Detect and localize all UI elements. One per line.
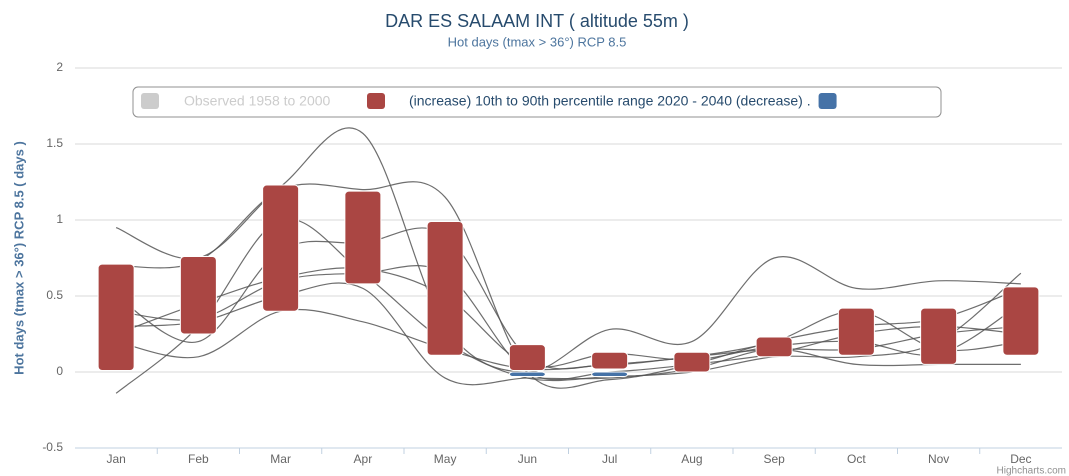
range-bar (426, 221, 464, 356)
legend-box (132, 86, 942, 118)
x-tick-label: Aug (681, 452, 702, 466)
x-tick-label: Jul (602, 452, 617, 466)
credit: Highcharts.com (997, 466, 1066, 476)
x-tick-label: May (434, 452, 457, 466)
range-bar (755, 336, 793, 358)
model-line (115, 218, 1022, 394)
legend-swatch (141, 93, 159, 109)
x-tick-label: Feb (188, 452, 209, 466)
x-tick-label: Jun (518, 452, 537, 466)
y-tick-label: 1 (56, 212, 63, 226)
x-tick-label: Sep (763, 452, 785, 466)
range-bar (920, 307, 958, 365)
range-bar (837, 307, 875, 356)
x-tick-label: Apr (354, 452, 373, 466)
y-tick-label: 2 (56, 60, 63, 74)
model-line (116, 308, 1021, 371)
y-tick-label: 0.5 (46, 288, 63, 302)
range-bar (262, 184, 300, 312)
decrease-bar (508, 371, 546, 378)
range-bar (508, 344, 546, 371)
range-bar (179, 255, 217, 335)
legend-swatch (818, 93, 837, 109)
legend-label: (increase) 10th to 90th percentile range… (409, 93, 811, 109)
y-axis-label: Hot days (tmax > 36°) RCP 8.5 ( days ) (11, 141, 26, 375)
x-tick-label: Mar (270, 452, 291, 466)
range-bar (591, 351, 629, 370)
legend-swatch (367, 93, 385, 109)
y-tick-label: -0.5 (42, 440, 63, 454)
x-tick-label: Jan (106, 452, 125, 466)
legend: Observed 1958 to 2000 (increase) 10th to … (132, 86, 942, 118)
range-bar (97, 263, 135, 371)
grid (75, 67, 1062, 449)
decrease-bar (591, 371, 629, 378)
range-bar (344, 190, 382, 285)
model-line (116, 282, 1021, 386)
y-tick-label: 1.5 (46, 136, 63, 150)
x-tick-label: Oct (847, 452, 866, 466)
legend-label: Observed 1958 to 2000 (184, 93, 331, 109)
x-tick-label: Dec (1010, 452, 1031, 466)
x-tick-label: Nov (928, 452, 949, 466)
range-bar (673, 351, 711, 373)
y-tick-label: 0 (56, 364, 63, 378)
chart-subtitle: Hot days (tmax > 36°) RCP 8.5 (448, 34, 627, 49)
chart-title: DAR ES SALAAM INT ( altitude 55m ) (385, 11, 689, 31)
range-bar (1002, 286, 1040, 356)
model-line (115, 127, 1021, 373)
